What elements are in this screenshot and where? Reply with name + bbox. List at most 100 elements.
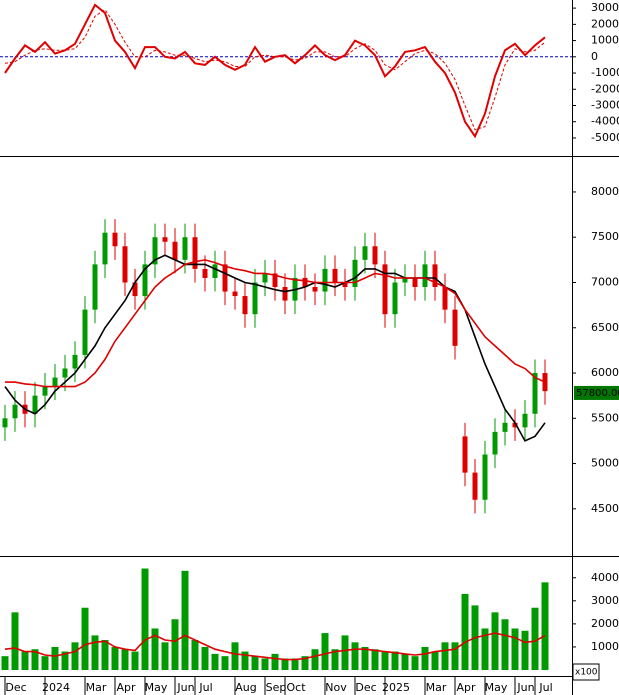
volume-bar <box>41 656 49 670</box>
x-tick-label: Jul <box>538 681 552 694</box>
candle-body <box>282 287 288 301</box>
x-tick-label: Mar <box>86 681 107 694</box>
volume-bar <box>461 593 469 670</box>
candle-body <box>12 404 18 419</box>
x-tick-label: 2024 <box>42 681 70 694</box>
line <box>4 3 546 139</box>
volume-bar <box>51 646 59 670</box>
volume-bar <box>321 633 329 670</box>
volume-bar <box>31 649 39 670</box>
last-price-label: 57800.00 <box>576 388 619 399</box>
x-tick-label: Mar <box>426 681 447 694</box>
x-tick-label: Dec <box>5 681 26 694</box>
candle-body <box>262 273 268 283</box>
y-tick-label: 1000 <box>591 34 619 47</box>
y-tick-label: 80000 <box>591 185 619 198</box>
volume-bar <box>261 658 269 670</box>
y-tick-label: 2000 <box>591 17 619 30</box>
volume-bar <box>11 612 19 670</box>
volume-bar <box>521 630 529 670</box>
candle-body <box>532 373 538 414</box>
y-tick-label: -5000 <box>591 131 619 144</box>
volume-bar <box>101 640 109 670</box>
y-tick-label: -2000 <box>591 82 619 95</box>
y-tick-label: 45000 <box>591 502 619 515</box>
y-tick-label: 0 <box>591 50 598 63</box>
volume-bar <box>371 649 379 670</box>
candle-body <box>522 413 528 428</box>
volume-bar <box>191 640 199 670</box>
candle-body <box>42 386 48 396</box>
volume-bar <box>391 651 399 670</box>
candle-body <box>252 282 258 315</box>
y-tick-label: 50000 <box>591 457 619 470</box>
volume-bar <box>1 656 9 670</box>
line <box>4 9 546 131</box>
candle-body <box>432 264 438 288</box>
y-tick-label: 70000 <box>591 275 619 288</box>
candle-body <box>272 273 278 288</box>
candle-body <box>72 354 78 369</box>
candle-body <box>462 436 468 473</box>
line <box>4 254 546 442</box>
x-tick-label: Dec <box>355 681 376 694</box>
candle-body <box>402 277 408 283</box>
candle-body <box>122 246 128 283</box>
line <box>4 632 546 661</box>
candle-body <box>482 454 488 500</box>
x-tick-label: Apr <box>456 681 476 694</box>
volume-bar <box>481 628 489 670</box>
candle-body <box>362 246 368 260</box>
volume-bar <box>381 651 389 670</box>
candle-body <box>322 268 328 292</box>
candle-body <box>202 268 208 278</box>
volume-bar <box>241 651 249 670</box>
candle-body <box>472 472 478 500</box>
candle-body <box>492 431 498 455</box>
volume-bar <box>331 649 339 670</box>
candle-body <box>372 246 378 265</box>
volume-bar <box>281 658 289 670</box>
volume-bar <box>271 653 279 670</box>
x-tick-label: May <box>145 681 168 694</box>
candle-body <box>442 287 448 310</box>
candle-body <box>32 395 38 414</box>
candle-body <box>242 296 248 315</box>
y-tick-label: 30000 <box>591 594 619 607</box>
volume-bar <box>411 656 419 670</box>
volume-bar <box>211 653 219 670</box>
volume-bar <box>291 658 299 670</box>
unit-label: x100 <box>575 668 598 678</box>
volume-bar <box>431 651 439 670</box>
volume-bar <box>541 582 549 670</box>
candle-body <box>232 291 238 297</box>
volume-bar <box>311 649 319 670</box>
volume-bar <box>171 619 179 670</box>
x-tick-label: Jul <box>198 681 212 694</box>
volume-bar <box>61 651 69 670</box>
candle-body <box>352 259 358 288</box>
x-tick-label: Apr <box>116 681 136 694</box>
candle-body <box>412 277 418 288</box>
candle-body <box>422 264 428 288</box>
volume-bar <box>111 646 119 670</box>
y-tick-label: -1000 <box>591 66 619 79</box>
candle-body <box>392 282 398 315</box>
volume-bar <box>131 651 139 670</box>
x-tick-label: Oct <box>286 681 306 694</box>
candle-body <box>92 264 98 310</box>
candle-body <box>452 309 458 346</box>
candle-body <box>342 282 348 288</box>
y-tick-label: -3000 <box>591 98 619 111</box>
volume-bar <box>491 612 499 670</box>
y-tick-label: 40000 <box>591 571 619 584</box>
candle-body <box>212 264 218 278</box>
candle-body <box>222 264 228 292</box>
volume-bar <box>401 653 409 670</box>
y-tick-label: 20000 <box>591 617 619 630</box>
candle-body <box>62 368 68 378</box>
candle-body <box>502 422 508 432</box>
candle-body <box>182 237 188 260</box>
